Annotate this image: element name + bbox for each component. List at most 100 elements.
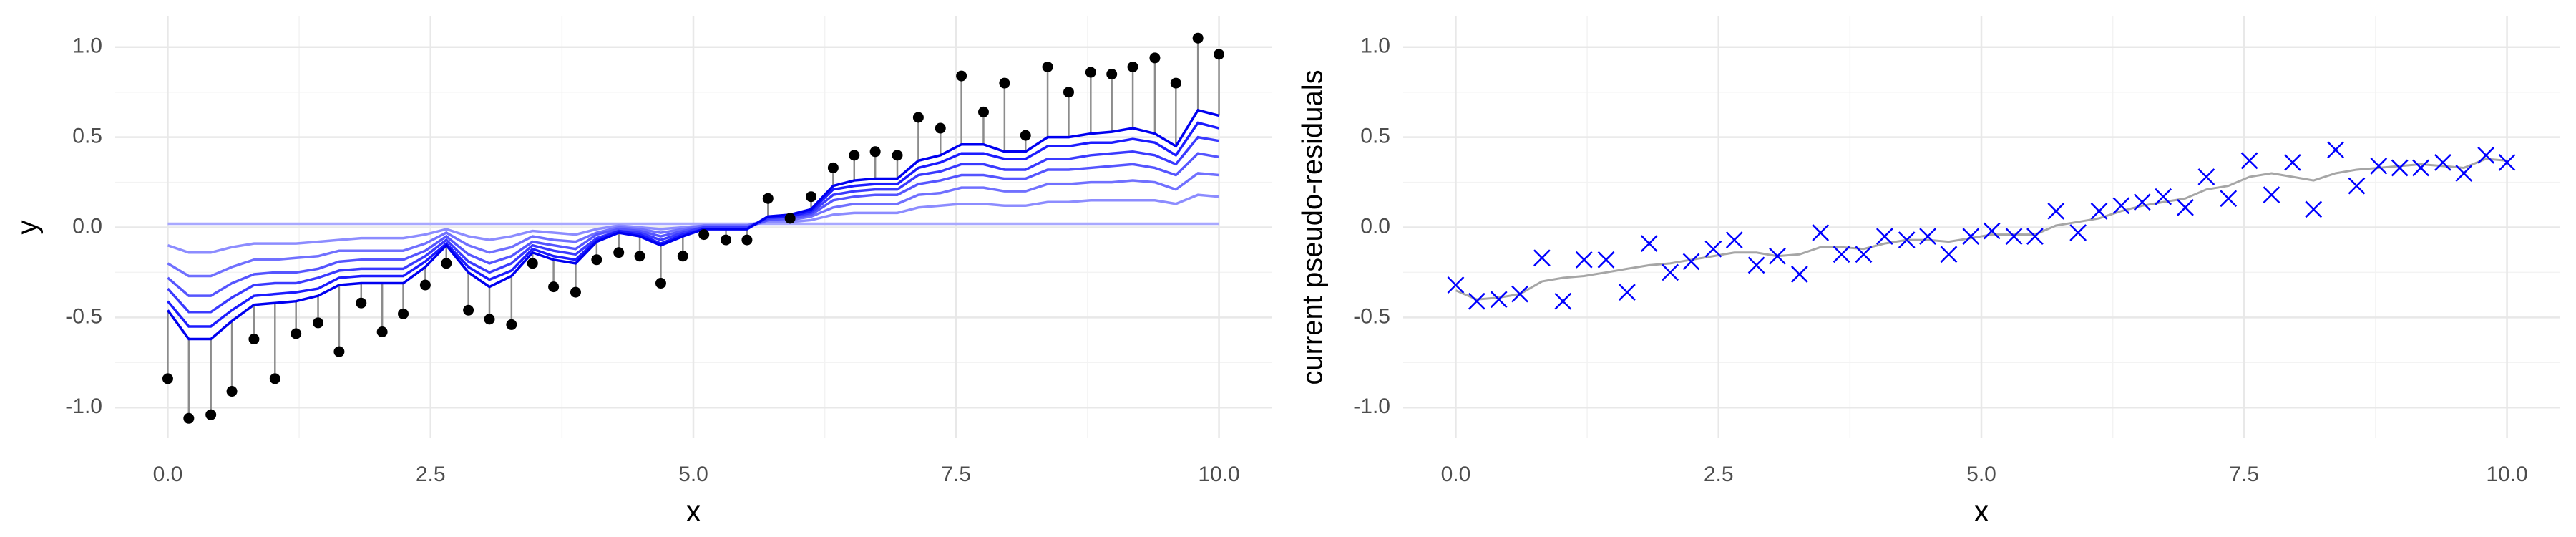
data-point bbox=[591, 254, 602, 266]
x-marker bbox=[2391, 159, 2409, 177]
x-marker bbox=[2348, 177, 2366, 195]
data-point bbox=[1192, 32, 1204, 44]
data-point bbox=[762, 193, 774, 204]
data-point bbox=[827, 162, 839, 173]
x-marker bbox=[2370, 158, 2388, 175]
data-point bbox=[698, 229, 710, 241]
x-marker bbox=[1919, 228, 1936, 245]
x-marker bbox=[1662, 263, 1679, 281]
x-marker bbox=[1575, 251, 1593, 268]
x-tick-label: 7.5 bbox=[2229, 463, 2259, 486]
x-marker bbox=[2327, 141, 2344, 159]
data-point bbox=[784, 213, 796, 224]
x-marker bbox=[1554, 292, 1572, 310]
x-marker bbox=[1725, 231, 1743, 249]
x-axis-title: x bbox=[1974, 496, 1989, 528]
x-marker bbox=[2263, 186, 2280, 204]
x-marker bbox=[1640, 235, 1658, 253]
y-tick-label: -1.0 bbox=[65, 395, 102, 418]
x-marker bbox=[1940, 246, 1958, 263]
data-point bbox=[1106, 69, 1118, 80]
x-marker bbox=[1597, 251, 1615, 268]
x-marker bbox=[2283, 154, 2301, 171]
y-axis-title: y bbox=[12, 221, 44, 235]
data-point bbox=[1214, 49, 1225, 60]
data-point bbox=[806, 191, 817, 203]
x-marker bbox=[1747, 256, 1765, 274]
iteration-line bbox=[167, 135, 1219, 314]
y-tick-label: 1.0 bbox=[72, 34, 102, 58]
x-tick-label: 0.0 bbox=[1441, 463, 1471, 486]
data-point bbox=[1020, 130, 1031, 141]
data-point bbox=[463, 304, 474, 316]
x-marker bbox=[2155, 188, 2172, 205]
iteration-line bbox=[167, 172, 1219, 278]
data-point bbox=[419, 279, 431, 291]
data-point bbox=[398, 308, 409, 319]
data-point bbox=[912, 112, 924, 123]
x-marker bbox=[2412, 159, 2429, 177]
data-point bbox=[291, 328, 302, 339]
x-tick-label: 2.5 bbox=[416, 463, 446, 486]
x-marker bbox=[2434, 154, 2451, 171]
data-point bbox=[869, 146, 881, 158]
x-marker bbox=[1790, 266, 1808, 283]
iteration-line bbox=[167, 108, 1219, 341]
x-marker bbox=[1682, 253, 1700, 271]
data-point bbox=[484, 314, 495, 325]
data-point bbox=[226, 386, 238, 397]
y-tick-label: 0.0 bbox=[1360, 214, 1390, 238]
x-marker bbox=[1898, 231, 1916, 249]
data-point bbox=[655, 278, 666, 289]
data-point bbox=[248, 334, 260, 345]
data-point bbox=[1149, 52, 1161, 64]
x-tick-label: 7.5 bbox=[941, 463, 971, 486]
data-point bbox=[1063, 87, 1074, 98]
x-marker bbox=[2047, 202, 2065, 220]
y-tick-label: 0.5 bbox=[72, 125, 102, 148]
y-tick-label: 1.0 bbox=[1360, 34, 1390, 58]
x-marker bbox=[2133, 193, 2151, 211]
data-point bbox=[1127, 61, 1138, 72]
y-axis-title: current pseudo-residuals bbox=[1297, 69, 1329, 384]
y-tick-label: -0.5 bbox=[65, 304, 102, 328]
x-marker bbox=[2477, 146, 2495, 164]
data-point bbox=[977, 106, 989, 117]
data-point bbox=[570, 286, 581, 298]
y-tick-label: 0.5 bbox=[1360, 125, 1390, 148]
data-point bbox=[892, 150, 903, 161]
data-point bbox=[205, 409, 217, 420]
x-marker bbox=[2197, 168, 2215, 185]
x-marker bbox=[1769, 247, 1786, 265]
data-point bbox=[1042, 61, 1053, 72]
x-marker bbox=[1962, 228, 1980, 245]
data-point bbox=[677, 251, 688, 262]
data-point bbox=[548, 281, 560, 293]
x-marker bbox=[2112, 197, 2130, 215]
x-marker bbox=[1855, 246, 1873, 263]
x-marker bbox=[1533, 249, 1551, 267]
x-marker bbox=[1704, 240, 1722, 258]
x-tick-label: 5.0 bbox=[1966, 463, 1996, 486]
data-point bbox=[506, 319, 517, 330]
x-marker bbox=[1447, 276, 1465, 294]
y-tick-label: 0.0 bbox=[72, 214, 102, 238]
x-marker bbox=[2455, 165, 2473, 182]
data-point bbox=[935, 122, 946, 134]
y-tick-label: -0.5 bbox=[1353, 304, 1390, 328]
data-point bbox=[956, 70, 967, 82]
x-marker bbox=[1983, 222, 2001, 240]
data-point bbox=[183, 412, 195, 424]
x-marker bbox=[2026, 228, 2044, 245]
x-marker bbox=[2220, 190, 2238, 208]
data-point bbox=[441, 258, 452, 269]
x-marker bbox=[1812, 224, 1830, 241]
x-marker bbox=[1511, 285, 1528, 303]
x-tick-label: 5.0 bbox=[678, 463, 708, 486]
data-point bbox=[634, 251, 645, 262]
x-marker bbox=[2090, 202, 2108, 220]
x-marker bbox=[2005, 228, 2023, 245]
x-marker bbox=[1833, 246, 1850, 263]
